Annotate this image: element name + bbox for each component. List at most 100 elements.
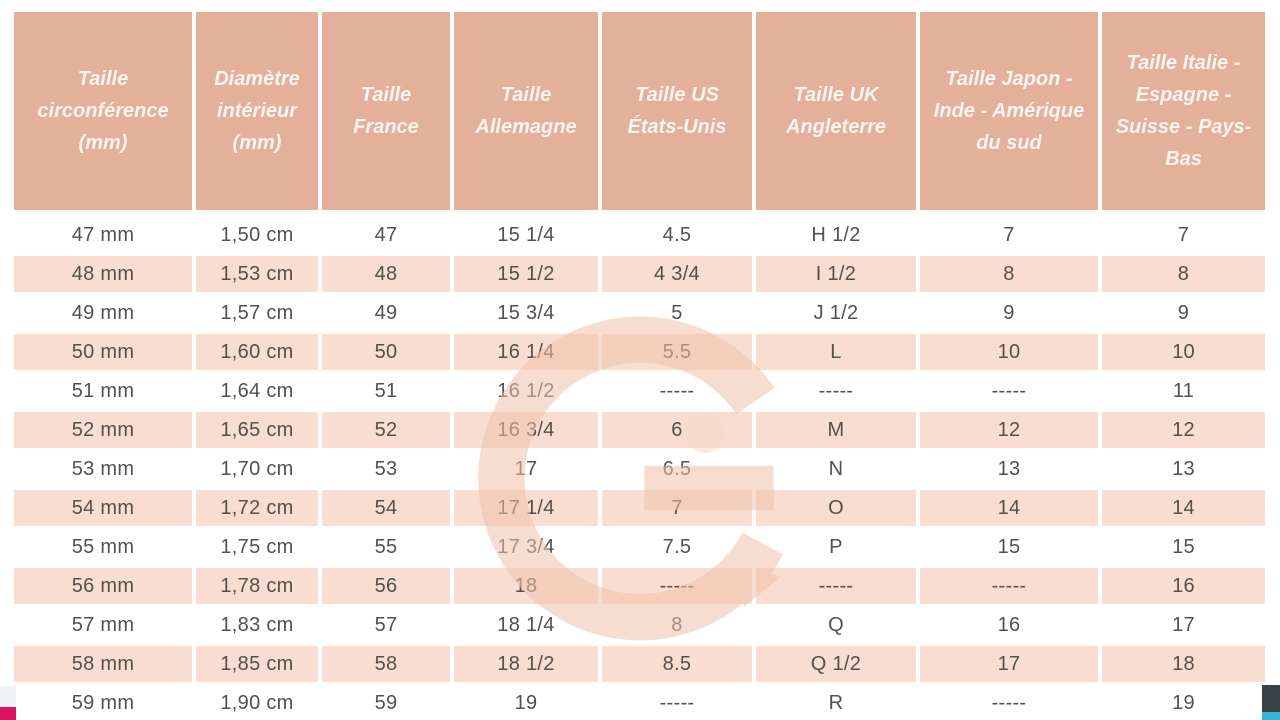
table-cell: 6 [602, 412, 752, 448]
table-cell: 1,60 cm [196, 334, 318, 370]
table-cell: 17 [920, 646, 1098, 682]
table-row: 54 mm 1,72 cm 54 17 1/4 7 O 14 14 [14, 490, 1265, 526]
table-cell: 54 [322, 490, 450, 526]
table-row: 49 mm 1,57 cm 49 15 3/4 5 J 1/2 9 9 [14, 295, 1265, 331]
table-cell: 57 mm [14, 607, 192, 643]
table-cell: 55 mm [14, 529, 192, 565]
table-row: 48 mm 1,53 cm 48 15 1/2 4 3/4 I 1/2 8 8 [14, 256, 1265, 292]
table-row: 50 mm 1,60 cm 50 16 1/4 5.5 L 10 10 [14, 334, 1265, 370]
table-cell: 1,75 cm [196, 529, 318, 565]
table-cell: 4.5 [602, 217, 752, 253]
table-cell: 1,53 cm [196, 256, 318, 292]
table-cell: 49 [322, 295, 450, 331]
table-cell: 58 mm [14, 646, 192, 682]
table-cell: 47 mm [14, 217, 192, 253]
header-cell-5: Taille UK Angleterre [756, 12, 916, 210]
table-cell: 19 [1102, 685, 1265, 720]
table-cell: 59 mm [14, 685, 192, 720]
table-cell: 9 [920, 295, 1098, 331]
table-cell: 16 3/4 [454, 412, 598, 448]
table-cell: 59 [322, 685, 450, 720]
table-cell: 5.5 [602, 334, 752, 370]
table-cell: 13 [920, 451, 1098, 487]
table-cell: 15 1/2 [454, 256, 598, 292]
table-cell: 13 [1102, 451, 1265, 487]
table-cell: 48 [322, 256, 450, 292]
table-cell: 1,50 cm [196, 217, 318, 253]
table-cell: 15 1/4 [454, 217, 598, 253]
table-cell: 16 1/2 [454, 373, 598, 409]
table-cell: ----- [920, 373, 1098, 409]
table-cell: 17 [1102, 607, 1265, 643]
table-cell: 1,85 cm [196, 646, 318, 682]
table-cell: 8 [920, 256, 1098, 292]
table-cell: 1,65 cm [196, 412, 318, 448]
table-cell: 5 [602, 295, 752, 331]
table-cell: 58 [322, 646, 450, 682]
table-cell: 10 [920, 334, 1098, 370]
table-cell: 17 [454, 451, 598, 487]
bottom-left-accent-strip [0, 707, 16, 720]
table-cell: 10 [1102, 334, 1265, 370]
header-cell-0: Taille circonférence (mm) [14, 12, 192, 210]
table-row: 52 mm 1,65 cm 52 16 3/4 6 M 12 12 [14, 412, 1265, 448]
table-cell: 15 [1102, 529, 1265, 565]
table-cell: 14 [1102, 490, 1265, 526]
table-cell: 12 [1102, 412, 1265, 448]
table-cell: 6.5 [602, 451, 752, 487]
header-cell-6: Taille Japon - Inde - Amérique du sud [920, 12, 1098, 210]
table-cell: 1,57 cm [196, 295, 318, 331]
table-cell: 8 [602, 607, 752, 643]
table-cell: 17 3/4 [454, 529, 598, 565]
table-cell: M [756, 412, 916, 448]
table-cell: ----- [756, 373, 916, 409]
table-cell: 7 [602, 490, 752, 526]
table-cell: J 1/2 [756, 295, 916, 331]
bottom-left-page-block [0, 686, 16, 707]
table-cell: 1,83 cm [196, 607, 318, 643]
table-cell: 57 [322, 607, 450, 643]
table-row: 53 mm 1,70 cm 53 17 6.5 N 13 13 [14, 451, 1265, 487]
bottom-right-page-block [1262, 685, 1280, 712]
table-cell: ----- [756, 568, 916, 604]
table-cell: ----- [602, 568, 752, 604]
ring-size-conversion-table: Taille circonférence (mm) Diamètre intéri… [14, 12, 1265, 720]
table-cell: 53 [322, 451, 450, 487]
header-cell-7: Taille Italie - Espagne - Suisse - Pays-… [1102, 12, 1265, 210]
header-cell-4: Taille US États-Unis [602, 12, 752, 210]
table-cell: P [756, 529, 916, 565]
table-cell: 4 3/4 [602, 256, 752, 292]
table-cell: 18 1/2 [454, 646, 598, 682]
table-cell: 50 [322, 334, 450, 370]
table-cell: Q 1/2 [756, 646, 916, 682]
table-cell: 47 [322, 217, 450, 253]
table-body: 47 mm 1,50 cm 47 15 1/4 4.5 H 1/2 7 7 48 mm 1,53 … [14, 217, 1265, 720]
header-cell-2: Taille France [322, 12, 450, 210]
table-cell: 9 [1102, 295, 1265, 331]
table-cell: O [756, 490, 916, 526]
table-cell: 8 [1102, 256, 1265, 292]
table-row: 47 mm 1,50 cm 47 15 1/4 4.5 H 1/2 7 7 [14, 217, 1265, 253]
bottom-right-accent-strip [1262, 712, 1280, 720]
table-cell: ----- [602, 373, 752, 409]
table-cell: ----- [920, 568, 1098, 604]
table-cell: 1,78 cm [196, 568, 318, 604]
table-cell: 11 [1102, 373, 1265, 409]
table-row: 59 mm 1,90 cm 59 19 ----- R ----- 19 [14, 685, 1265, 720]
table-cell: 14 [920, 490, 1098, 526]
table-cell: ----- [920, 685, 1098, 720]
table-cell: 51 [322, 373, 450, 409]
table-cell: 18 [454, 568, 598, 604]
header-cell-1: Diamètre intérieur (mm) [196, 12, 318, 210]
table-cell: 19 [454, 685, 598, 720]
table-cell: 12 [920, 412, 1098, 448]
table-cell: 51 mm [14, 373, 192, 409]
table-cell: N [756, 451, 916, 487]
table-cell: I 1/2 [756, 256, 916, 292]
table-cell: 8.5 [602, 646, 752, 682]
table-row: 57 mm 1,83 cm 57 18 1/4 8 Q 16 17 [14, 607, 1265, 643]
table-cell: 15 3/4 [454, 295, 598, 331]
table-header: Taille circonférence (mm) Diamètre intéri… [14, 12, 1265, 210]
table-cell: 50 mm [14, 334, 192, 370]
